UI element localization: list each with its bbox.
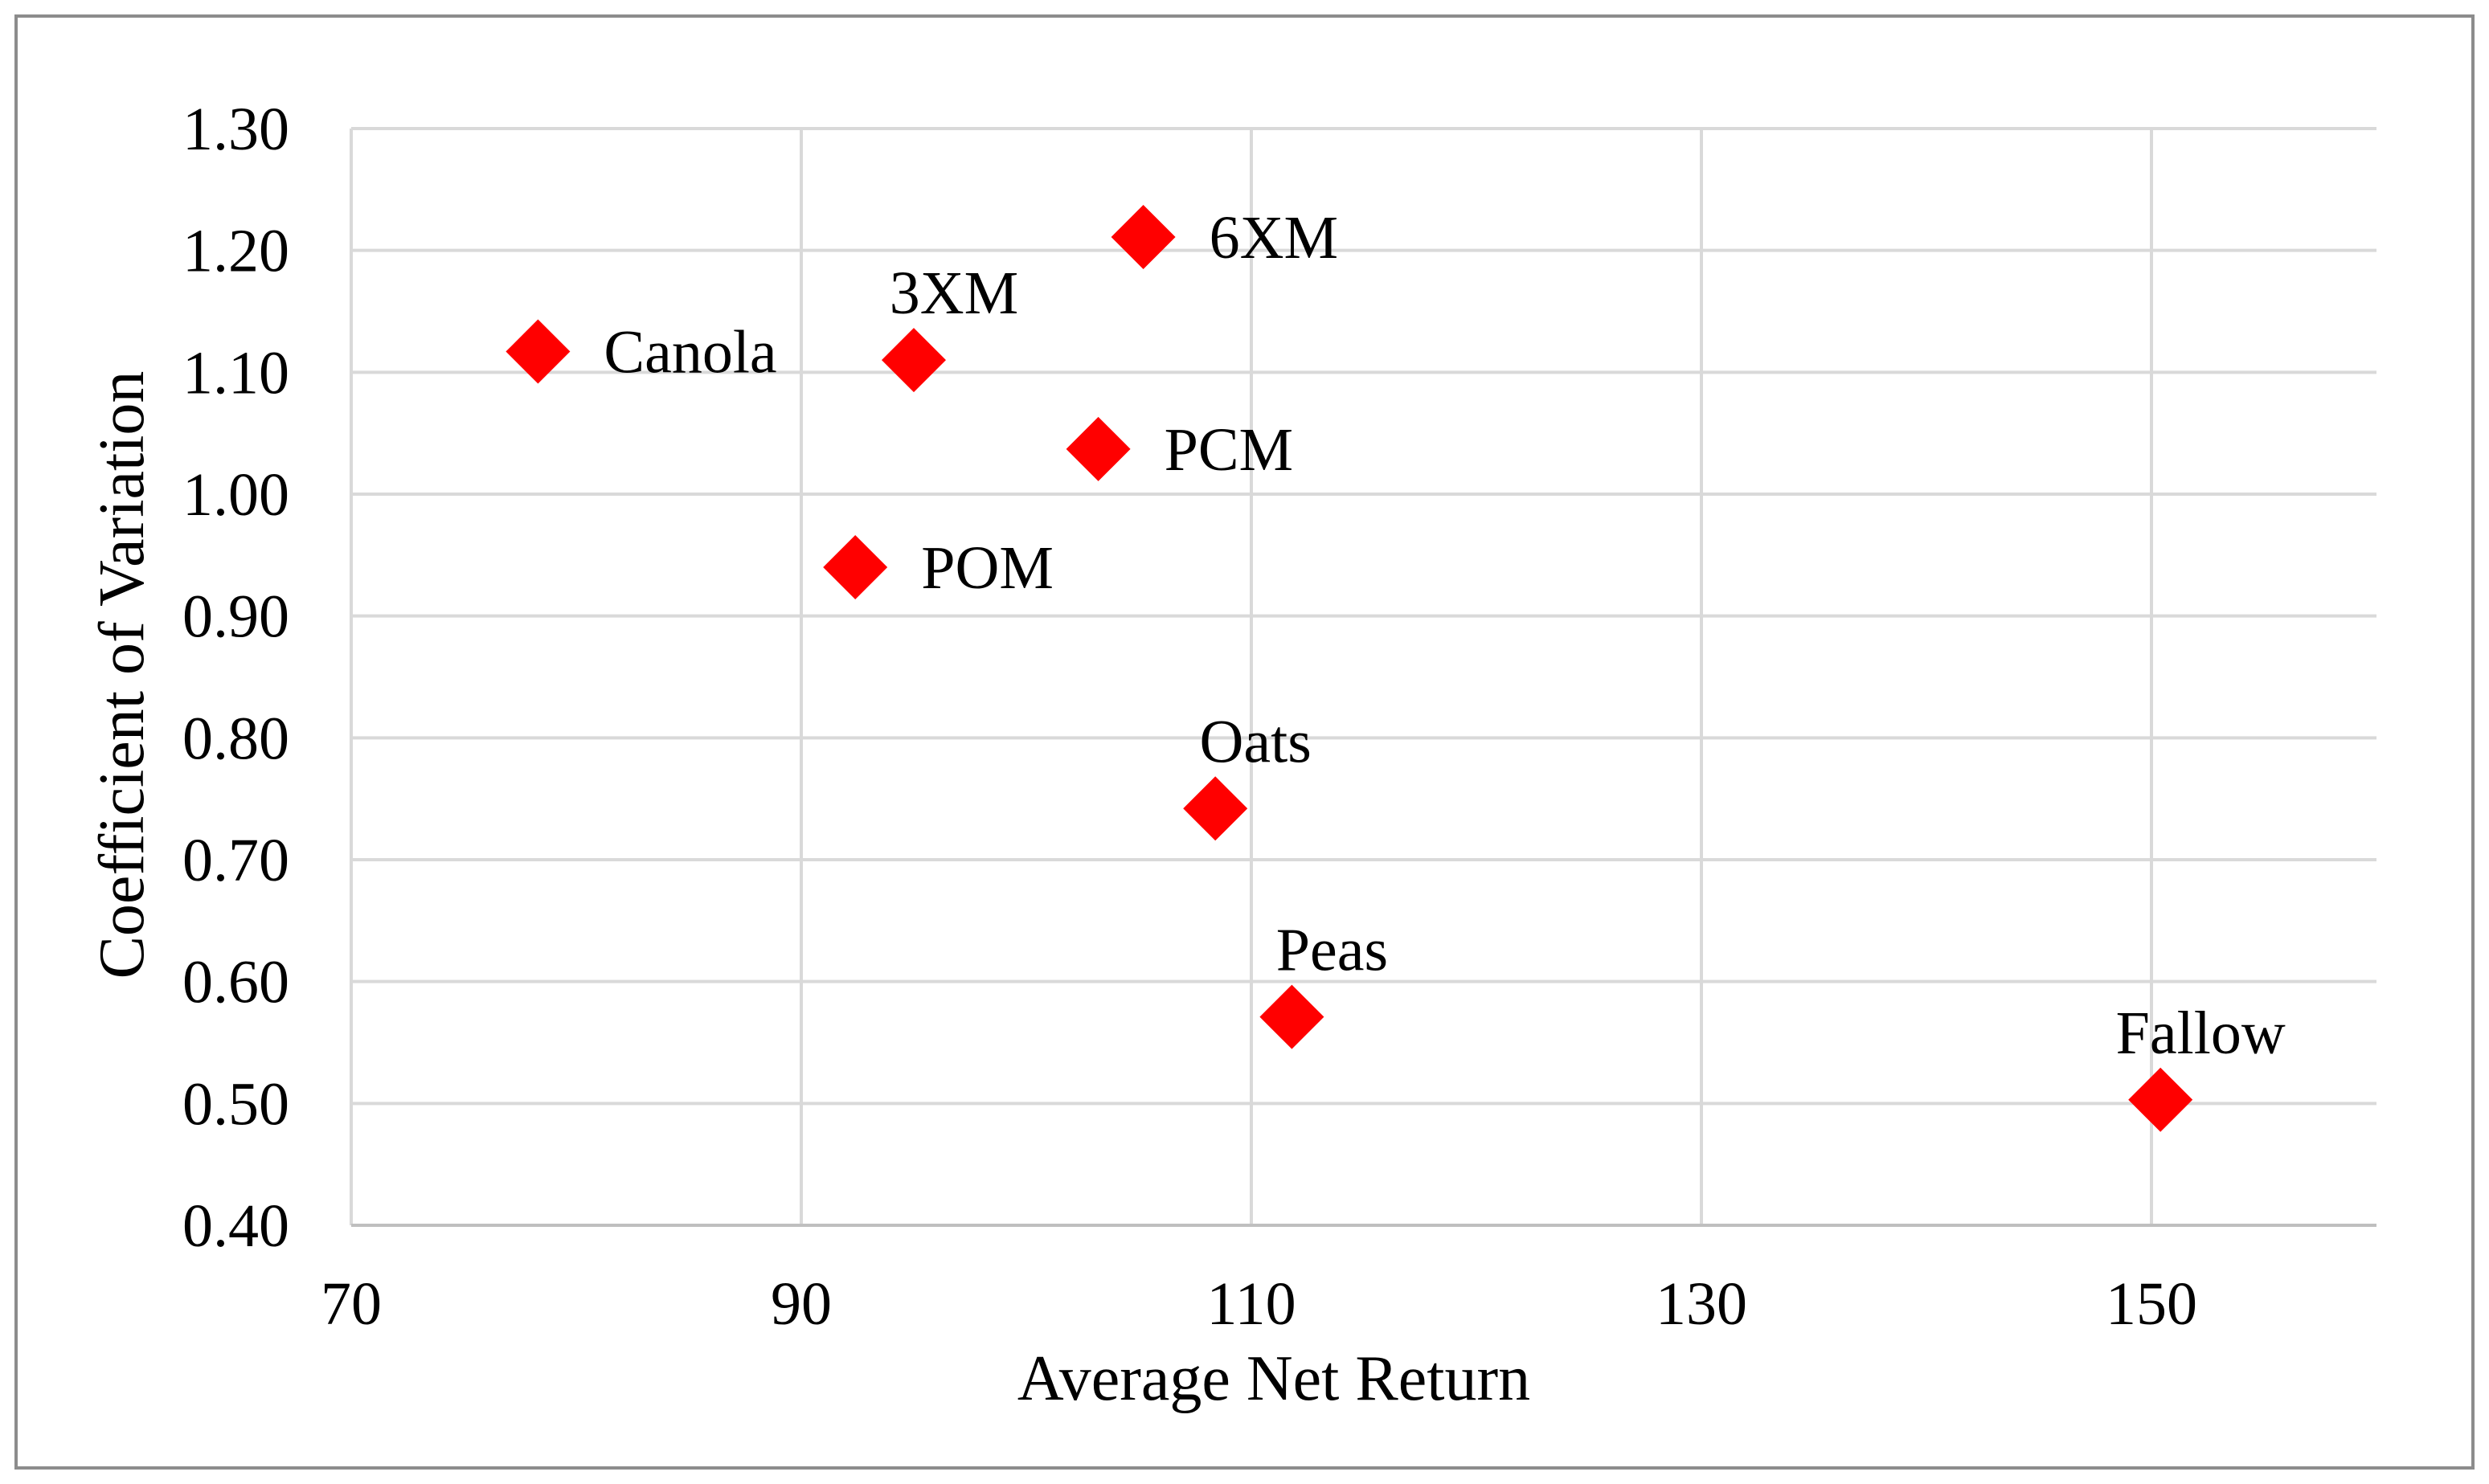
- data-label-canola: Canola: [604, 319, 776, 386]
- x-tick-label: 70: [321, 1270, 382, 1338]
- data-labels: Canola 3XM 6XM PCM POM Oats Peas Fallow: [604, 204, 2285, 1067]
- data-point-fallow: [2128, 1067, 2193, 1132]
- y-tick-label: 0.50: [182, 1070, 289, 1138]
- y-axis-title: Coefficient of Variation: [87, 371, 158, 979]
- y-tick-label: 0.80: [182, 705, 289, 772]
- data-label-6xm: 6XM: [1210, 204, 1338, 272]
- data-label-pcm: PCM: [1165, 416, 1294, 484]
- y-tick-label: 1.10: [182, 339, 289, 407]
- y-tick-label: 0.60: [182, 949, 289, 1016]
- data-point-peas: [1259, 984, 1324, 1049]
- data-points: [506, 204, 2193, 1132]
- x-tick-label: 150: [2106, 1270, 2197, 1338]
- y-tick-label: 0.90: [182, 583, 289, 651]
- x-tick-label: 130: [1656, 1270, 1747, 1338]
- y-tick-label: 1.30: [182, 96, 289, 163]
- x-tick-label: 110: [1206, 1270, 1296, 1338]
- y-tick-label: 0.40: [182, 1192, 289, 1260]
- data-point-3xm: [882, 328, 946, 393]
- data-label-fallow: Fallow: [2116, 1000, 2286, 1067]
- data-point-6xm: [1111, 204, 1176, 269]
- data-point-pcm: [1066, 416, 1131, 481]
- x-axis-title: Average Net Return: [1017, 1343, 1530, 1414]
- data-label-peas: Peas: [1276, 917, 1388, 984]
- data-point-oats: [1183, 776, 1248, 841]
- data-label-3xm: 3XM: [890, 260, 1018, 327]
- data-label-oats: Oats: [1200, 708, 1312, 775]
- data-point-pom: [823, 535, 888, 599]
- y-tick-label: 1.20: [182, 218, 289, 285]
- data-label-pom: POM: [921, 534, 1054, 602]
- x-tick-label: 90: [771, 1270, 832, 1338]
- y-tick-label: 0.70: [182, 827, 289, 894]
- y-tick-label: 1.00: [182, 461, 289, 529]
- tick-labels: 0.40 0.50 0.60 0.70 0.80 0.90 1.00 1.10 1.20 1.30…: [182, 96, 2197, 1338]
- data-point-canola: [506, 319, 571, 384]
